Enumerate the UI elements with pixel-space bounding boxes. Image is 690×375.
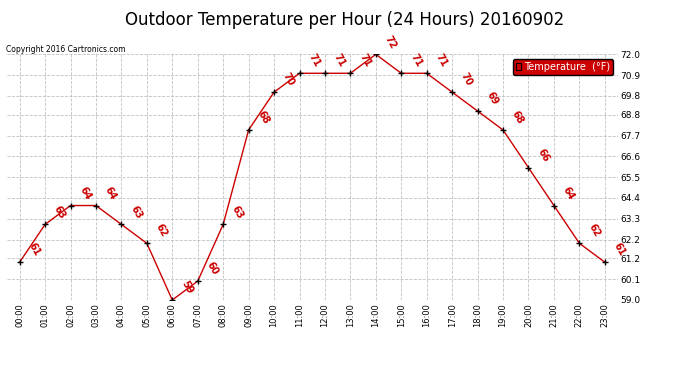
Text: 60: 60 <box>205 260 220 277</box>
Text: 70: 70 <box>459 71 475 88</box>
Text: 63: 63 <box>128 204 144 220</box>
Text: 62: 62 <box>586 222 602 239</box>
Text: Copyright 2016 Cartronics.com: Copyright 2016 Cartronics.com <box>6 45 125 54</box>
Text: 63: 63 <box>52 204 68 220</box>
Text: 68: 68 <box>255 109 271 126</box>
Text: 71: 71 <box>306 53 322 69</box>
Text: 63: 63 <box>230 204 246 220</box>
Text: 64: 64 <box>103 184 118 201</box>
Text: 61: 61 <box>612 242 627 258</box>
Text: Outdoor Temperature per Hour (24 Hours) 20160902: Outdoor Temperature per Hour (24 Hours) … <box>126 11 564 29</box>
Text: 69: 69 <box>484 90 500 107</box>
Text: 70: 70 <box>281 71 297 88</box>
Text: 61: 61 <box>27 242 42 258</box>
Text: 71: 71 <box>434 53 449 69</box>
Text: 64: 64 <box>77 184 93 201</box>
Text: 62: 62 <box>154 222 169 239</box>
Text: 72: 72 <box>383 33 398 50</box>
Text: 66: 66 <box>535 147 551 164</box>
Legend: Temperature  (°F): Temperature (°F) <box>513 59 613 75</box>
Text: 71: 71 <box>332 53 347 69</box>
Text: 71: 71 <box>408 53 424 69</box>
Text: 59: 59 <box>179 279 195 296</box>
Text: 64: 64 <box>561 184 576 201</box>
Text: 68: 68 <box>510 109 526 126</box>
Text: 71: 71 <box>357 53 373 69</box>
